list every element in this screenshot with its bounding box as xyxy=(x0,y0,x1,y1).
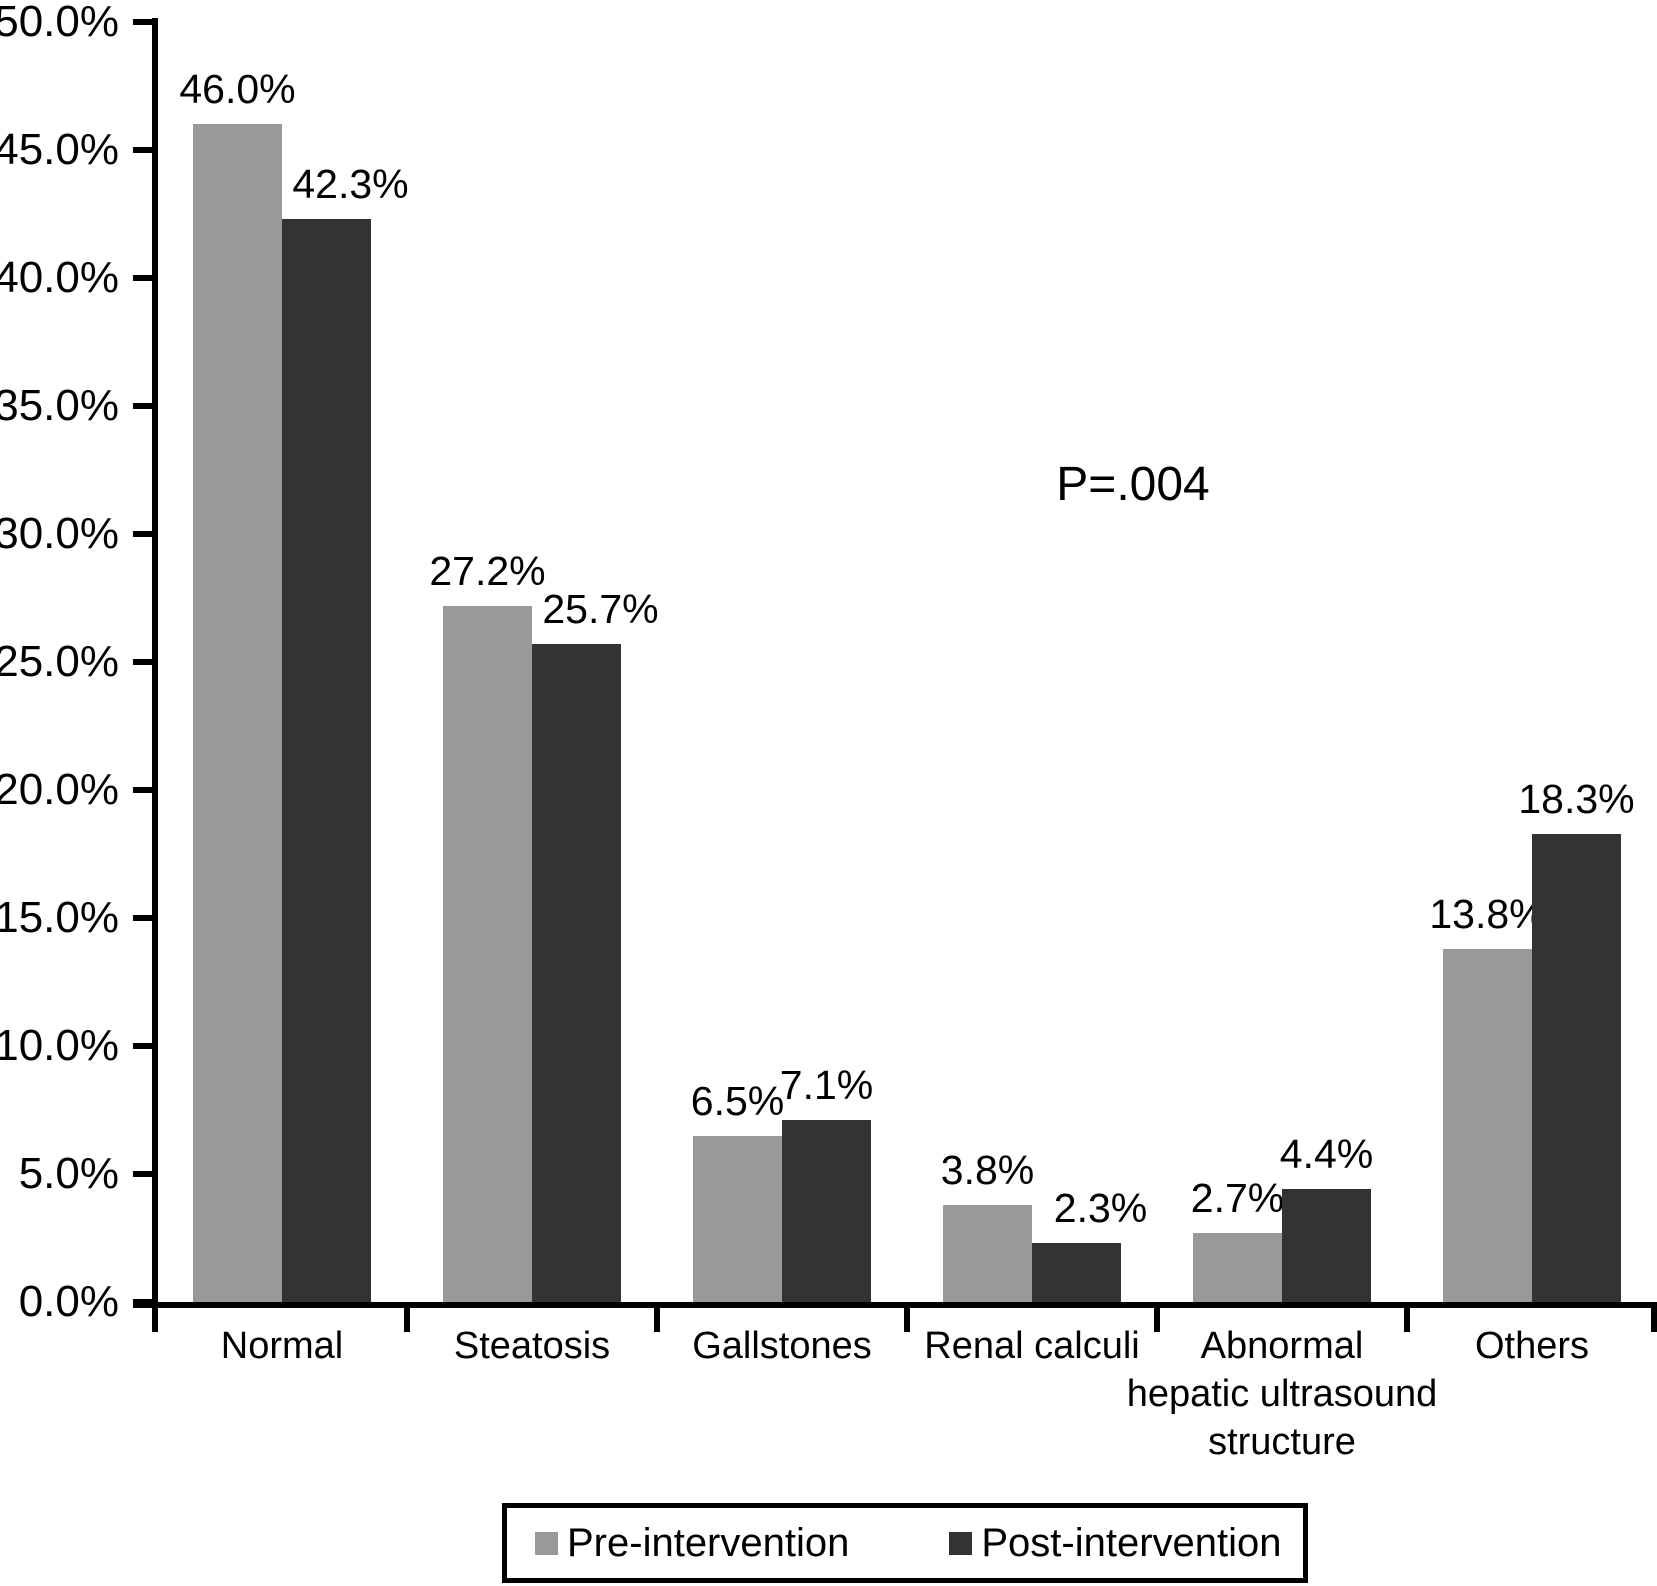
bar-value-label: 4.4% xyxy=(1279,1131,1374,1177)
bar-post-intervention xyxy=(1032,1243,1121,1302)
x-category-label-line: Steatosis xyxy=(453,1325,611,1367)
y-axis-tick-label: 30.0% xyxy=(0,509,119,558)
bar-post-intervention xyxy=(282,219,371,1302)
x-category-label: Others xyxy=(1475,1322,1589,1370)
y-axis-tick-label: 35.0% xyxy=(0,381,119,430)
x-category-label: Gallstones xyxy=(692,1322,872,1370)
y-axis-tick-label: 0.0% xyxy=(18,1277,119,1326)
x-category-label-line: Gallstones xyxy=(692,1325,872,1367)
legend-item-pre-intervention: Pre-intervention xyxy=(535,1521,849,1566)
pre-intervention-swatch xyxy=(535,1531,558,1555)
y-axis-tick-label: 40.0% xyxy=(0,253,119,302)
y-axis-tick xyxy=(133,403,157,409)
post-intervention-swatch xyxy=(949,1531,973,1555)
bar-value-label: 7.1% xyxy=(779,1062,874,1108)
bar-pre-intervention xyxy=(443,606,532,1302)
bar-pre-intervention xyxy=(1443,949,1532,1302)
bar-post-intervention xyxy=(1282,1189,1371,1302)
bar-post-intervention xyxy=(1532,834,1621,1302)
y-axis-tick xyxy=(133,19,157,25)
bar-value-label: 6.5% xyxy=(690,1078,785,1124)
y-axis-tick xyxy=(133,1171,157,1177)
bar-pre-intervention xyxy=(193,124,282,1302)
bar-value-label: 46.0% xyxy=(179,66,296,112)
x-category-label-line: Abnormal xyxy=(1200,1325,1364,1367)
x-axis-tick xyxy=(1651,1302,1657,1332)
legend: Pre-intervention Post-intervention xyxy=(502,1503,1308,1583)
x-category-label-line: Others xyxy=(1474,1325,1590,1367)
x-category-label-line: Normal xyxy=(220,1325,344,1367)
x-category-label-line: structure xyxy=(1208,1421,1356,1463)
y-axis-tick xyxy=(133,147,157,153)
y-axis-tick xyxy=(133,1299,157,1305)
x-axis-tick xyxy=(404,1302,410,1332)
bar-value-label: 2.7% xyxy=(1190,1175,1285,1221)
legend-label-pre-intervention: Pre-intervention xyxy=(567,1520,850,1565)
x-category-label: Normal xyxy=(221,1322,343,1370)
bar-post-intervention xyxy=(532,644,621,1302)
x-axis-tick xyxy=(654,1302,660,1332)
bar-pre-intervention xyxy=(943,1205,1032,1302)
y-axis-tick xyxy=(133,915,157,921)
bar-value-label: 13.8% xyxy=(1429,891,1546,937)
x-category-label-line: hepatic ultrasound xyxy=(1126,1373,1438,1415)
y-axis-tick-label: 45.0% xyxy=(0,125,119,174)
x-category-label: Renal calculi xyxy=(924,1322,1139,1370)
y-axis-tick xyxy=(133,659,157,665)
legend-label-post-intervention: Post-intervention xyxy=(981,1520,1282,1565)
bar-value-label: 18.3% xyxy=(1518,776,1635,822)
y-axis-tick-label: 5.0% xyxy=(18,1149,119,1198)
y-axis-tick xyxy=(133,1043,157,1049)
legend-item-post-intervention: Post-intervention xyxy=(949,1520,1282,1566)
x-axis-line xyxy=(133,1302,1657,1308)
x-category-label: Steatosis xyxy=(454,1322,610,1370)
bar-value-label: 42.3% xyxy=(292,161,409,207)
x-category-label: Abnormal hepatic ultrasound structure xyxy=(1127,1322,1438,1466)
bar-post-intervention xyxy=(782,1120,871,1302)
y-axis-tick-label: 50.0% xyxy=(0,0,119,46)
p-value-annotation: P=.004 xyxy=(1056,458,1210,511)
y-axis-tick-label: 15.0% xyxy=(0,893,119,942)
bar-value-label: 2.3% xyxy=(1053,1185,1148,1231)
bar-value-label: 27.2% xyxy=(429,548,546,594)
y-axis-tick xyxy=(133,787,157,793)
y-axis-tick-label: 25.0% xyxy=(0,637,119,686)
bar-value-label: 3.8% xyxy=(940,1147,1035,1193)
y-axis-tick xyxy=(133,531,157,537)
bar-pre-intervention xyxy=(693,1136,782,1302)
bar-value-label: 25.7% xyxy=(542,586,659,632)
x-category-label-line: Renal calculi xyxy=(924,1325,1140,1367)
x-axis-tick xyxy=(1404,1302,1410,1332)
x-axis-tick xyxy=(1154,1302,1160,1332)
y-axis-tick-label: 20.0% xyxy=(0,765,119,814)
x-axis-tick xyxy=(904,1302,910,1332)
y-axis-line xyxy=(152,18,158,1332)
bar-pre-intervention xyxy=(1193,1233,1282,1302)
y-axis-tick-label: 10.0% xyxy=(0,1021,119,1070)
y-axis-tick xyxy=(133,275,157,281)
